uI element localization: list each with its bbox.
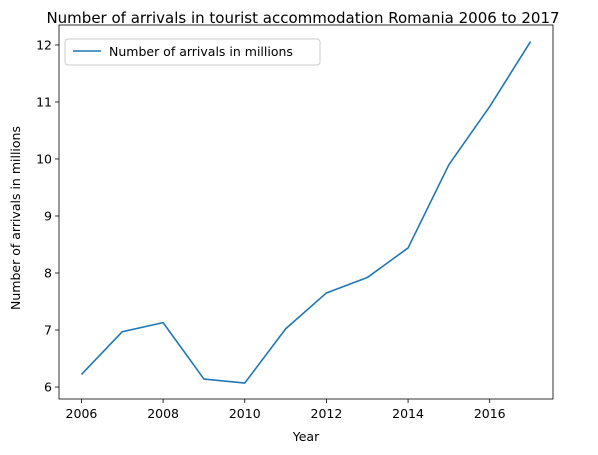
x-tick-label: 2006 bbox=[66, 406, 98, 421]
y-tick-label: 11 bbox=[36, 94, 52, 109]
y-tick-label: 6 bbox=[44, 380, 52, 395]
chart-title: Number of arrivals in tourist accommodat… bbox=[46, 9, 559, 27]
plot-frame bbox=[58, 24, 554, 400]
y-tick-label: 8 bbox=[44, 266, 52, 281]
y-tick-label: 7 bbox=[44, 323, 52, 338]
legend-label: Number of arrivals in millions bbox=[109, 44, 293, 59]
y-tick-label: 9 bbox=[44, 208, 52, 223]
series-line bbox=[80, 41, 532, 384]
x-tick-label: 2012 bbox=[311, 406, 343, 421]
y-axis-title: Number of arrivals in millions bbox=[8, 126, 23, 310]
y-tick-label: 12 bbox=[36, 37, 52, 52]
series-layer bbox=[80, 41, 532, 384]
legend: Number of arrivals in millions bbox=[64, 38, 321, 66]
x-tick-label: 2008 bbox=[147, 406, 179, 421]
x-axis-title: Year bbox=[292, 429, 320, 444]
x-tick-label: 2014 bbox=[392, 406, 424, 421]
x-tick-label: 2010 bbox=[229, 406, 261, 421]
y-axis-ticks: 6 7 8 9 10 11 12 bbox=[36, 37, 59, 395]
x-tick-label: 2016 bbox=[474, 406, 506, 421]
y-tick-label: 10 bbox=[36, 151, 52, 166]
x-axis-ticks: 2006 2008 2010 2012 2014 2016 bbox=[66, 399, 506, 421]
legend-box bbox=[64, 38, 321, 66]
